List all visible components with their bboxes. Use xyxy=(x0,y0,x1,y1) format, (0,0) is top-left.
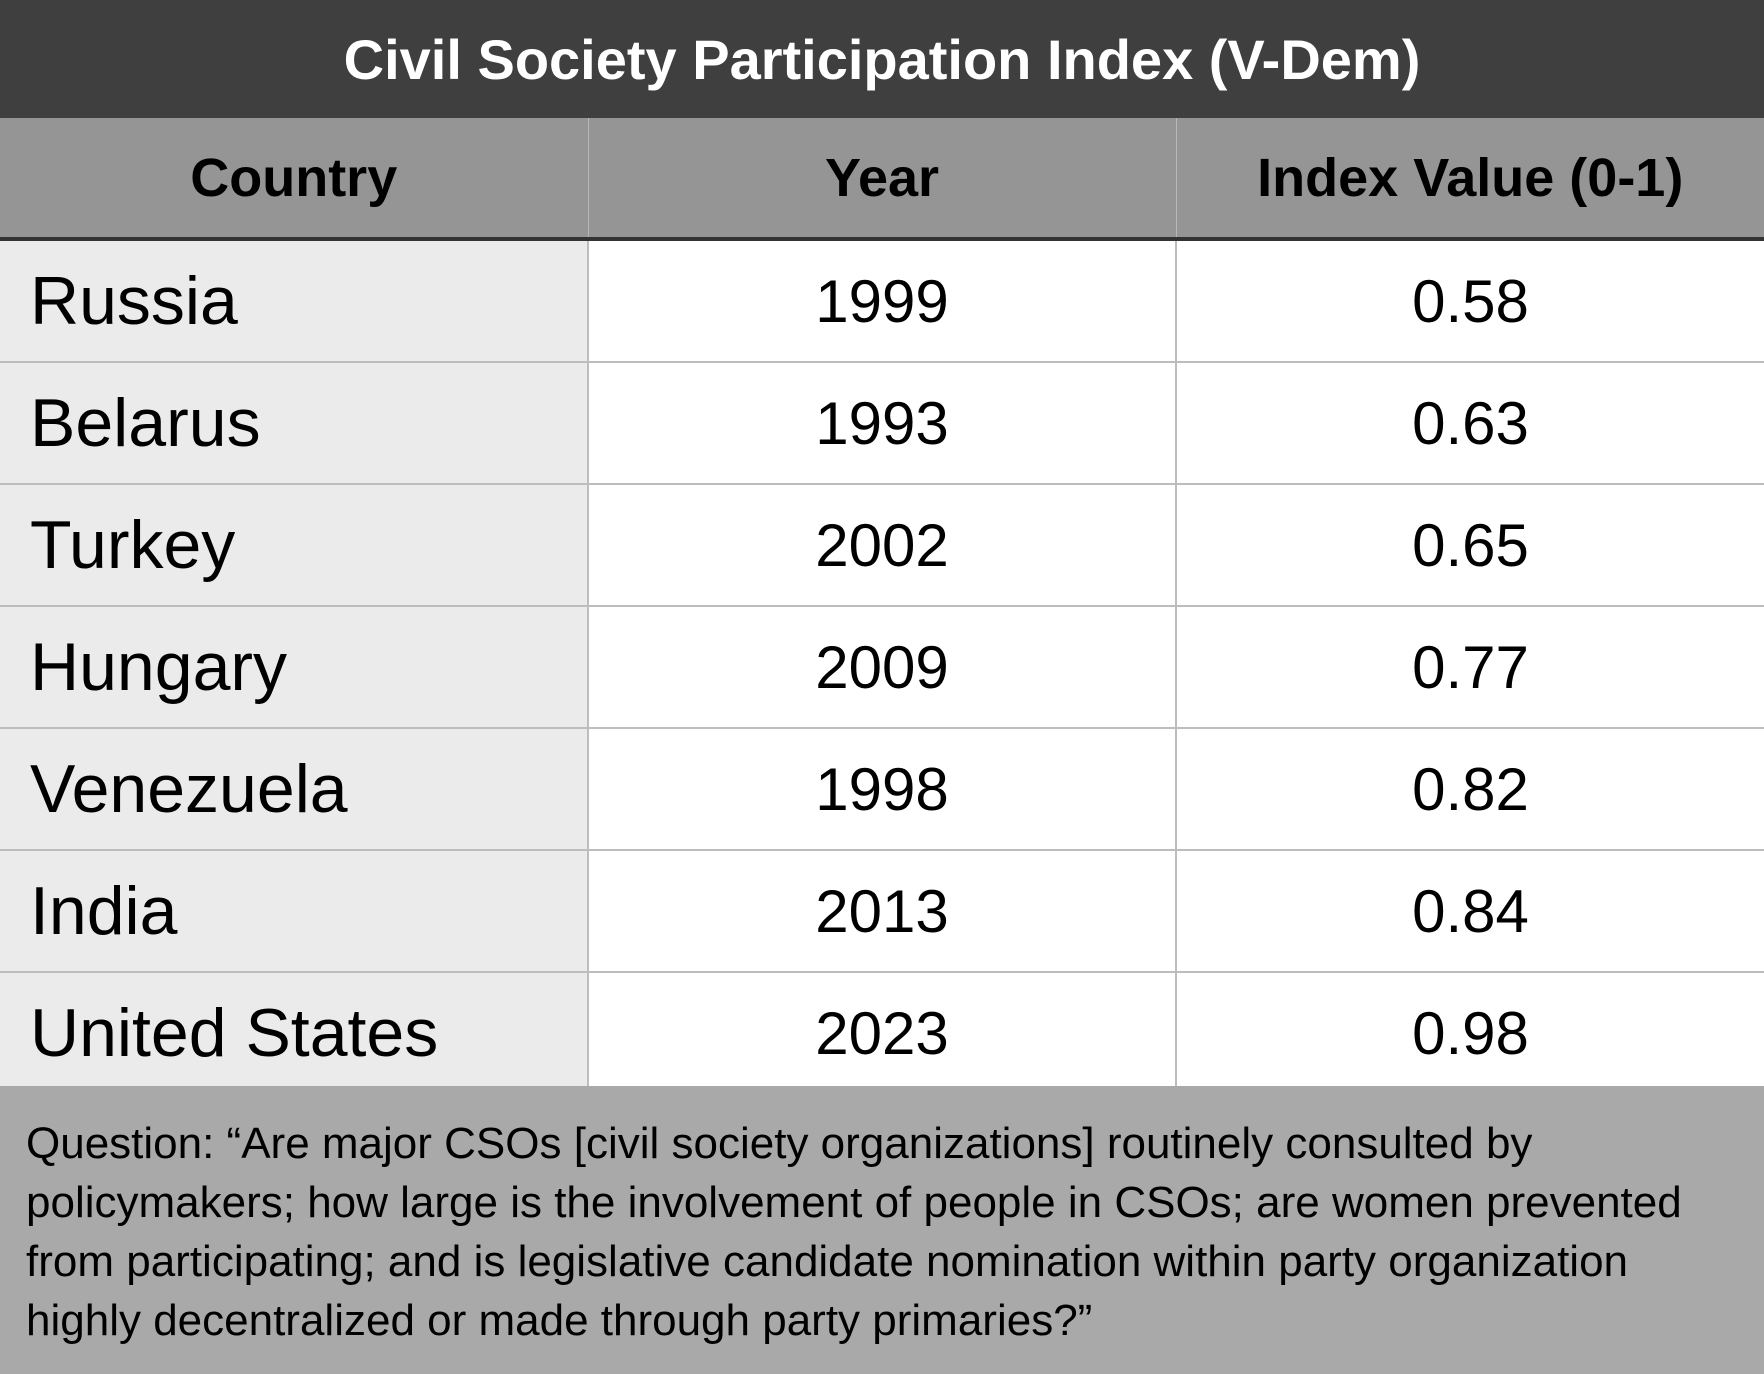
year-cell: 1999 xyxy=(587,239,1177,363)
index-value-cell: 0.58 xyxy=(1175,239,1764,363)
year-cell: 2013 xyxy=(587,849,1177,973)
country-cell: Hungary xyxy=(0,605,589,729)
year-cell: 2023 xyxy=(587,971,1177,1095)
table-title: Civil Society Participation Index (V-Dem… xyxy=(343,27,1421,91)
table-row: Russia 1999 0.58 xyxy=(0,239,1764,363)
year-cell: 2002 xyxy=(587,483,1177,607)
title-bar: Civil Society Participation Index (V-Dem… xyxy=(0,0,1764,118)
header-row: Country Year Index Value (0-1) xyxy=(0,118,1764,241)
table-row: Belarus 1993 0.63 xyxy=(0,361,1764,485)
year-cell: 1993 xyxy=(587,361,1177,485)
footnote-panel: Question: “Are major CSOs [civil society… xyxy=(0,1086,1764,1374)
table-row: United States 2023 0.98 xyxy=(0,971,1764,1095)
index-value-cell: 0.98 xyxy=(1175,971,1764,1095)
column-header-index-value: Index Value (0-1) xyxy=(1175,118,1764,241)
data-table: Country Year Index Value (0-1) Russia 19… xyxy=(0,118,1764,1095)
index-value-cell: 0.65 xyxy=(1175,483,1764,607)
country-cell: Russia xyxy=(0,239,589,363)
year-cell: 2009 xyxy=(587,605,1177,729)
index-value-cell: 0.84 xyxy=(1175,849,1764,973)
table-row: Venezuela 1998 0.82 xyxy=(0,727,1764,851)
index-value-cell: 0.77 xyxy=(1175,605,1764,729)
country-cell: United States xyxy=(0,971,589,1095)
country-cell: Belarus xyxy=(0,361,589,485)
index-value-cell: 0.63 xyxy=(1175,361,1764,485)
table-row: India 2013 0.84 xyxy=(0,849,1764,973)
year-cell: 1998 xyxy=(587,727,1177,851)
country-cell: Turkey xyxy=(0,483,589,607)
table-row: Turkey 2002 0.65 xyxy=(0,483,1764,607)
column-header-year: Year xyxy=(587,118,1176,241)
table-row: Hungary 2009 0.77 xyxy=(0,605,1764,729)
column-header-country: Country xyxy=(0,118,588,241)
country-cell: India xyxy=(0,849,589,973)
index-value-cell: 0.82 xyxy=(1175,727,1764,851)
country-cell: Venezuela xyxy=(0,727,589,851)
footnote-text: Question: “Are major CSOs [civil society… xyxy=(26,1119,1682,1345)
